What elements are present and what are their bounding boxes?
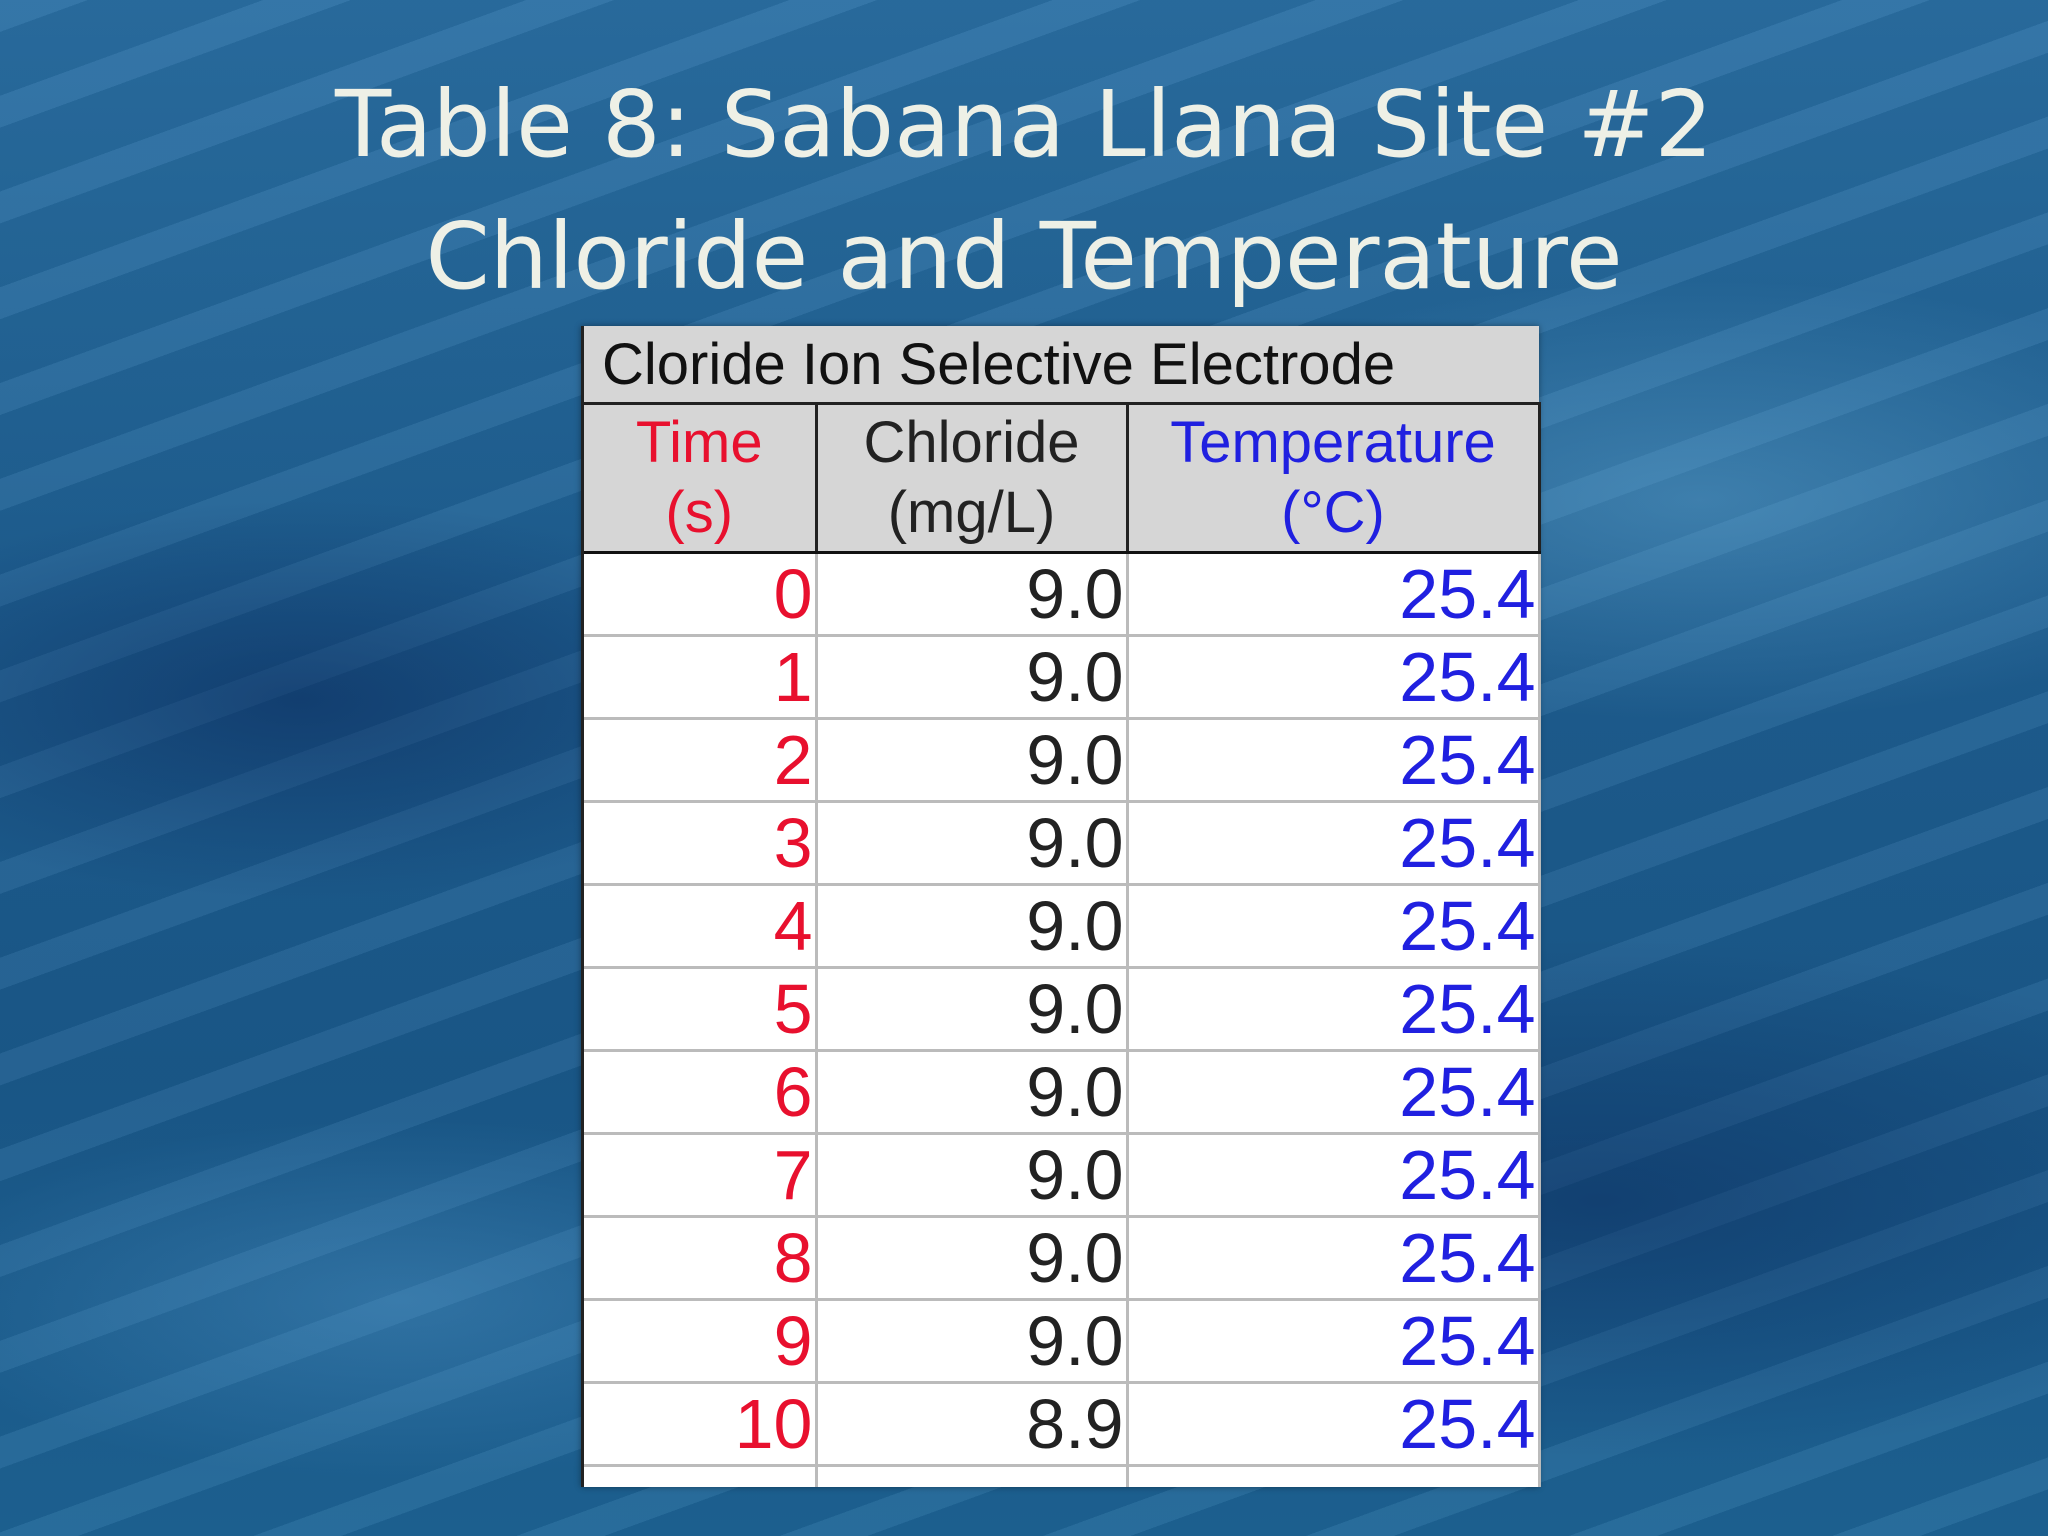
table-cell: 25.4 [1127, 1299, 1541, 1384]
table-row [584, 1465, 1541, 1487]
table-cell: 3 [584, 801, 818, 886]
column-header: Time (s) [584, 403, 818, 554]
table-cell: 25.4 [1127, 1382, 1541, 1467]
table-cell: 9.0 [816, 635, 1129, 720]
table-cell: 25.4 [1127, 635, 1541, 720]
table-cell: 9.0 [816, 1050, 1129, 1135]
table-cell [816, 1465, 1129, 1487]
column-unit: (mg/L) [887, 480, 1056, 545]
table-cell: 25.4 [1127, 1216, 1541, 1301]
column-name: Time [635, 410, 763, 475]
table-cell: 9.0 [816, 967, 1129, 1052]
table-cell: 25.4 [1127, 1133, 1541, 1218]
column-name: Chloride [863, 410, 1080, 475]
table-cell: 9.0 [816, 1299, 1129, 1384]
data-table: Cloride Ion Selective Electrode Time (s) C… [581, 326, 1541, 1487]
table-row: 1 9.0 25.4 [584, 635, 1541, 720]
table-cell: 9.0 [816, 801, 1129, 886]
table-row: 5 9.0 25.4 [584, 967, 1541, 1052]
table: Cloride Ion Selective Electrode Time (s) C… [584, 326, 1541, 1487]
table-row: 8 9.0 25.4 [584, 1216, 1541, 1301]
table-cell: 25.4 [1127, 718, 1541, 803]
table-cell: 25.4 [1127, 1050, 1541, 1135]
table-row: 3 9.0 25.4 [584, 801, 1541, 886]
table-cell: 2 [584, 718, 818, 803]
table-cell: 9.0 [816, 1216, 1129, 1301]
table-cell: 7 [584, 1133, 818, 1218]
table-row: 7 9.0 25.4 [584, 1133, 1541, 1218]
table-cell: 4 [584, 884, 818, 969]
table-cell [584, 1465, 818, 1487]
table-cell: 8.9 [816, 1382, 1129, 1467]
slide-title: Table 8: Sabana Llana Site #2 [334, 71, 1714, 178]
column-header: Temperature (°C) [1127, 403, 1541, 554]
table-cell: 6 [584, 1050, 818, 1135]
table-row: 9 9.0 25.4 [584, 1299, 1541, 1384]
table-cell: 8 [584, 1216, 818, 1301]
slide-title: Chloride and Temperature [425, 203, 1623, 310]
table-cell: 9 [584, 1299, 818, 1384]
table-caption: Cloride Ion Selective Electrode [584, 326, 1540, 405]
table-cell: 9.0 [816, 884, 1129, 969]
table-row: 4 9.0 25.4 [584, 884, 1541, 969]
table-cell: 10 [584, 1382, 818, 1467]
table-cell: 0 [584, 552, 818, 637]
table-cell: 1 [584, 635, 818, 720]
table-cell: 9.0 [816, 718, 1129, 803]
table-cell [1127, 1465, 1541, 1487]
column-header: Chloride (mg/L) [816, 403, 1129, 554]
column-name: Temperature [1170, 410, 1496, 475]
table-cell: 25.4 [1127, 801, 1541, 886]
table-row: 2 9.0 25.4 [584, 718, 1541, 803]
table-cell: 9.0 [816, 552, 1129, 637]
table-cell: 25.4 [1127, 884, 1541, 969]
table-row: 0 9.0 25.4 [584, 552, 1541, 637]
column-unit: (s) [665, 480, 734, 545]
table-cell: 25.4 [1127, 967, 1541, 1052]
table-cell: 5 [584, 967, 818, 1052]
table-cell: 25.4 [1127, 552, 1541, 637]
column-unit: (°C) [1281, 480, 1385, 545]
table-row: 10 8.9 25.4 [584, 1382, 1541, 1467]
table-row: 6 9.0 25.4 [584, 1050, 1541, 1135]
table-cell: 9.0 [816, 1133, 1129, 1218]
